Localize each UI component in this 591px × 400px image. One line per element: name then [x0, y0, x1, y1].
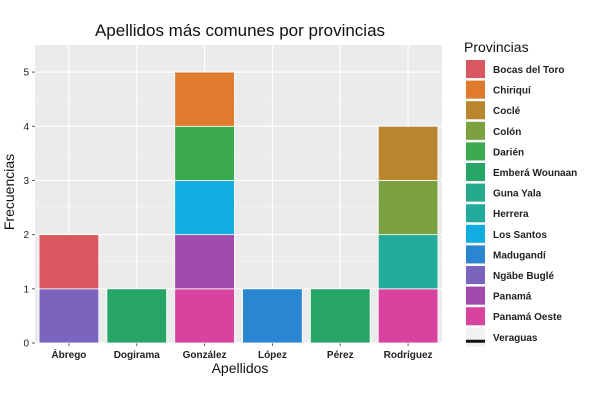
y-tick-label: 0	[23, 339, 29, 350]
x-tick-label: Dogirama	[114, 350, 161, 361]
legend-swatch	[466, 245, 485, 264]
x-tick-label: Ábrego	[51, 348, 86, 361]
y-tick-label: 2	[23, 230, 29, 241]
legend-label: Darién	[493, 147, 524, 158]
legend-key-bg	[466, 327, 485, 347]
legend-label: Colón	[493, 127, 521, 138]
chart-title: Apellidos más comunes por provincias	[95, 21, 385, 40]
legend-label: Chiriquí	[493, 86, 532, 97]
bar-segment	[310, 288, 371, 344]
legend-swatch	[466, 307, 485, 326]
legend-swatch	[466, 121, 485, 140]
bar-segment	[174, 71, 235, 127]
legend-swatch	[466, 224, 485, 243]
y-tick-label: 1	[23, 284, 29, 295]
y-tick-label: 4	[23, 122, 29, 133]
legend-swatch	[466, 163, 485, 181]
legend-title: Provincias	[464, 39, 529, 55]
legend-label: Bocas del Toro	[493, 65, 565, 76]
bar-segment	[38, 288, 100, 344]
bar-segment	[174, 125, 235, 181]
legend-swatch	[466, 60, 485, 78]
legend-label: Panamá Oeste	[493, 312, 562, 323]
legend-label: Los Santos	[493, 230, 547, 241]
x-axis-title: Apellidos	[212, 360, 269, 376]
legend-label: Ngäbe Buglé	[493, 271, 555, 282]
legend-label: Herrera	[493, 209, 529, 220]
bar-segment	[106, 288, 167, 344]
y-tick-label: 5	[23, 68, 29, 79]
legend-label: Guna Yala	[493, 189, 542, 200]
bar-segment	[174, 234, 235, 290]
legend-label: Madugandí	[493, 250, 547, 261]
y-tick-label: 3	[23, 176, 29, 187]
legend-swatch	[466, 286, 485, 305]
legend-swatch	[466, 204, 485, 223]
bar-segment	[174, 288, 235, 344]
legend-swatch	[466, 142, 485, 161]
bar-segment	[377, 234, 439, 290]
legend-swatch	[466, 183, 485, 202]
bar-segment	[377, 180, 439, 236]
x-tick-label: López	[258, 350, 287, 361]
y-axis-title: Frecuencias	[1, 154, 17, 230]
legend-swatch	[466, 266, 485, 284]
bar-segment	[174, 180, 235, 236]
bar-segment	[38, 234, 100, 290]
plot-panel	[35, 45, 442, 343]
legend-label: Panamá	[493, 292, 532, 303]
bar-segment	[377, 125, 439, 181]
bar-segment	[242, 288, 303, 344]
x-tick-label: Pérez	[327, 350, 354, 361]
legend: Provincias Bocas del Toro Chiriquí Coclé Co…	[464, 39, 577, 347]
bar-segment	[377, 288, 439, 344]
legend-label: Emberá Wounaan	[493, 168, 577, 179]
legend-label: Veraguas	[493, 333, 538, 344]
legend-label: Coclé	[493, 106, 521, 117]
legend-swatch	[466, 80, 485, 99]
x-tick-label: González	[183, 350, 227, 361]
x-tick-label: Rodríguez	[384, 350, 433, 361]
legend-swatch	[466, 101, 485, 120]
